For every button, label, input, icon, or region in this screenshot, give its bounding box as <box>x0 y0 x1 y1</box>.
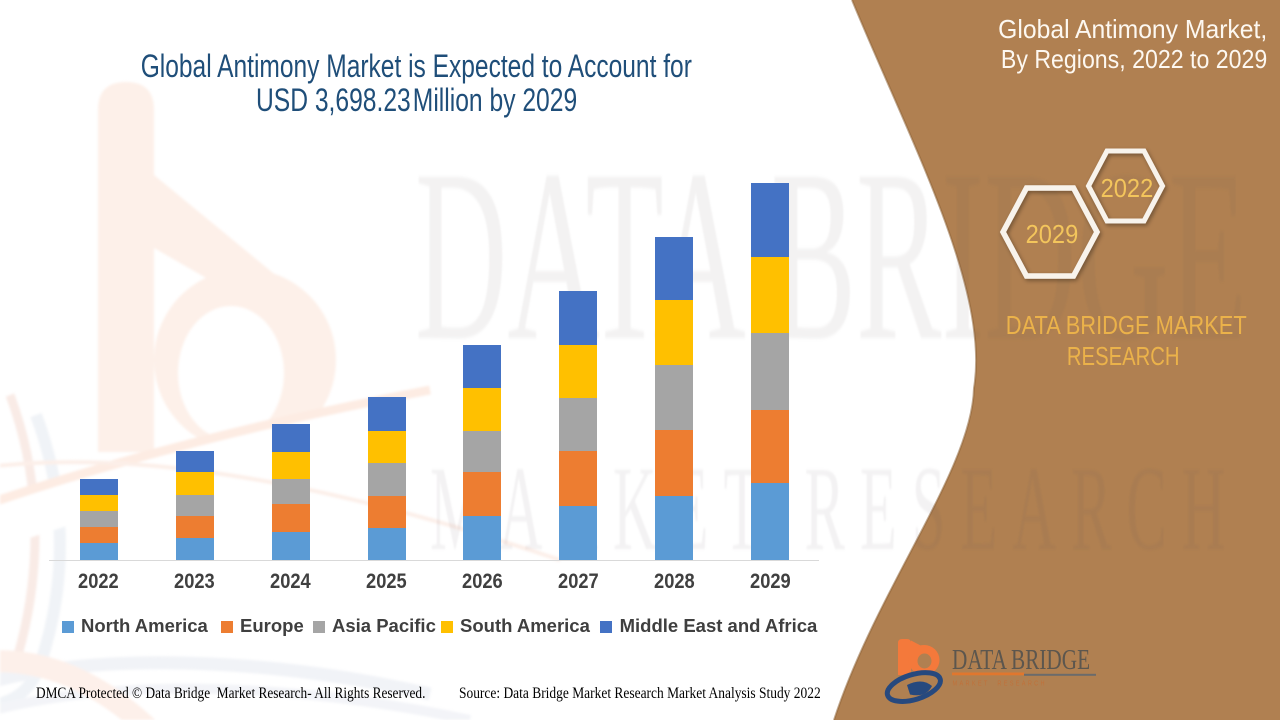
svg-text:MARKET RESEARCH: MARKET RESEARCH <box>953 680 1047 688</box>
svg-text:DATA BRIDGE: DATA BRIDGE <box>952 645 1090 676</box>
